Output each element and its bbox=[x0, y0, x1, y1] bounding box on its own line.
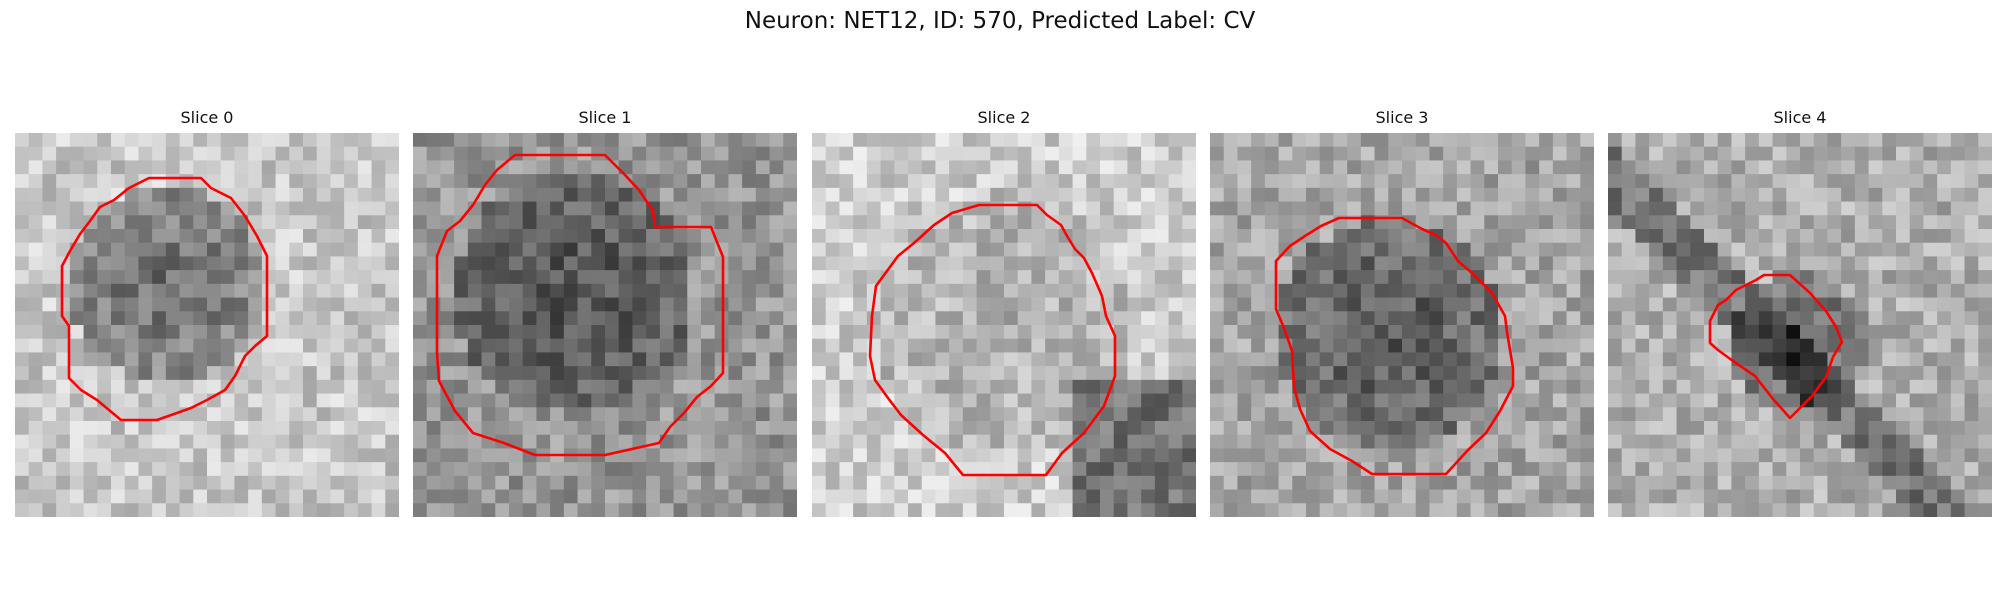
segmentation-contour-3 bbox=[1274, 216, 1515, 476]
slice-title-1: Slice 1 bbox=[578, 108, 632, 127]
slice-title-2: Slice 2 bbox=[977, 108, 1031, 127]
segmentation-contour-0 bbox=[60, 176, 269, 422]
slice-image-4 bbox=[1608, 133, 1992, 517]
segmentation-contour-4 bbox=[1708, 273, 1844, 420]
figure-title: Neuron: NET12, ID: 570, Predicted Label:… bbox=[744, 8, 1256, 34]
segmentation-contour-1 bbox=[435, 153, 725, 457]
slice-title-3: Slice 3 bbox=[1375, 108, 1429, 127]
slice-image-2 bbox=[812, 133, 1196, 517]
slice-title-4: Slice 4 bbox=[1773, 108, 1827, 127]
slice-title-0: Slice 0 bbox=[180, 108, 234, 127]
segmentation-contour-2 bbox=[868, 203, 1117, 477]
slice-image-1 bbox=[413, 133, 797, 517]
slice-image-0 bbox=[15, 133, 399, 517]
slice-image-3 bbox=[1210, 133, 1594, 517]
